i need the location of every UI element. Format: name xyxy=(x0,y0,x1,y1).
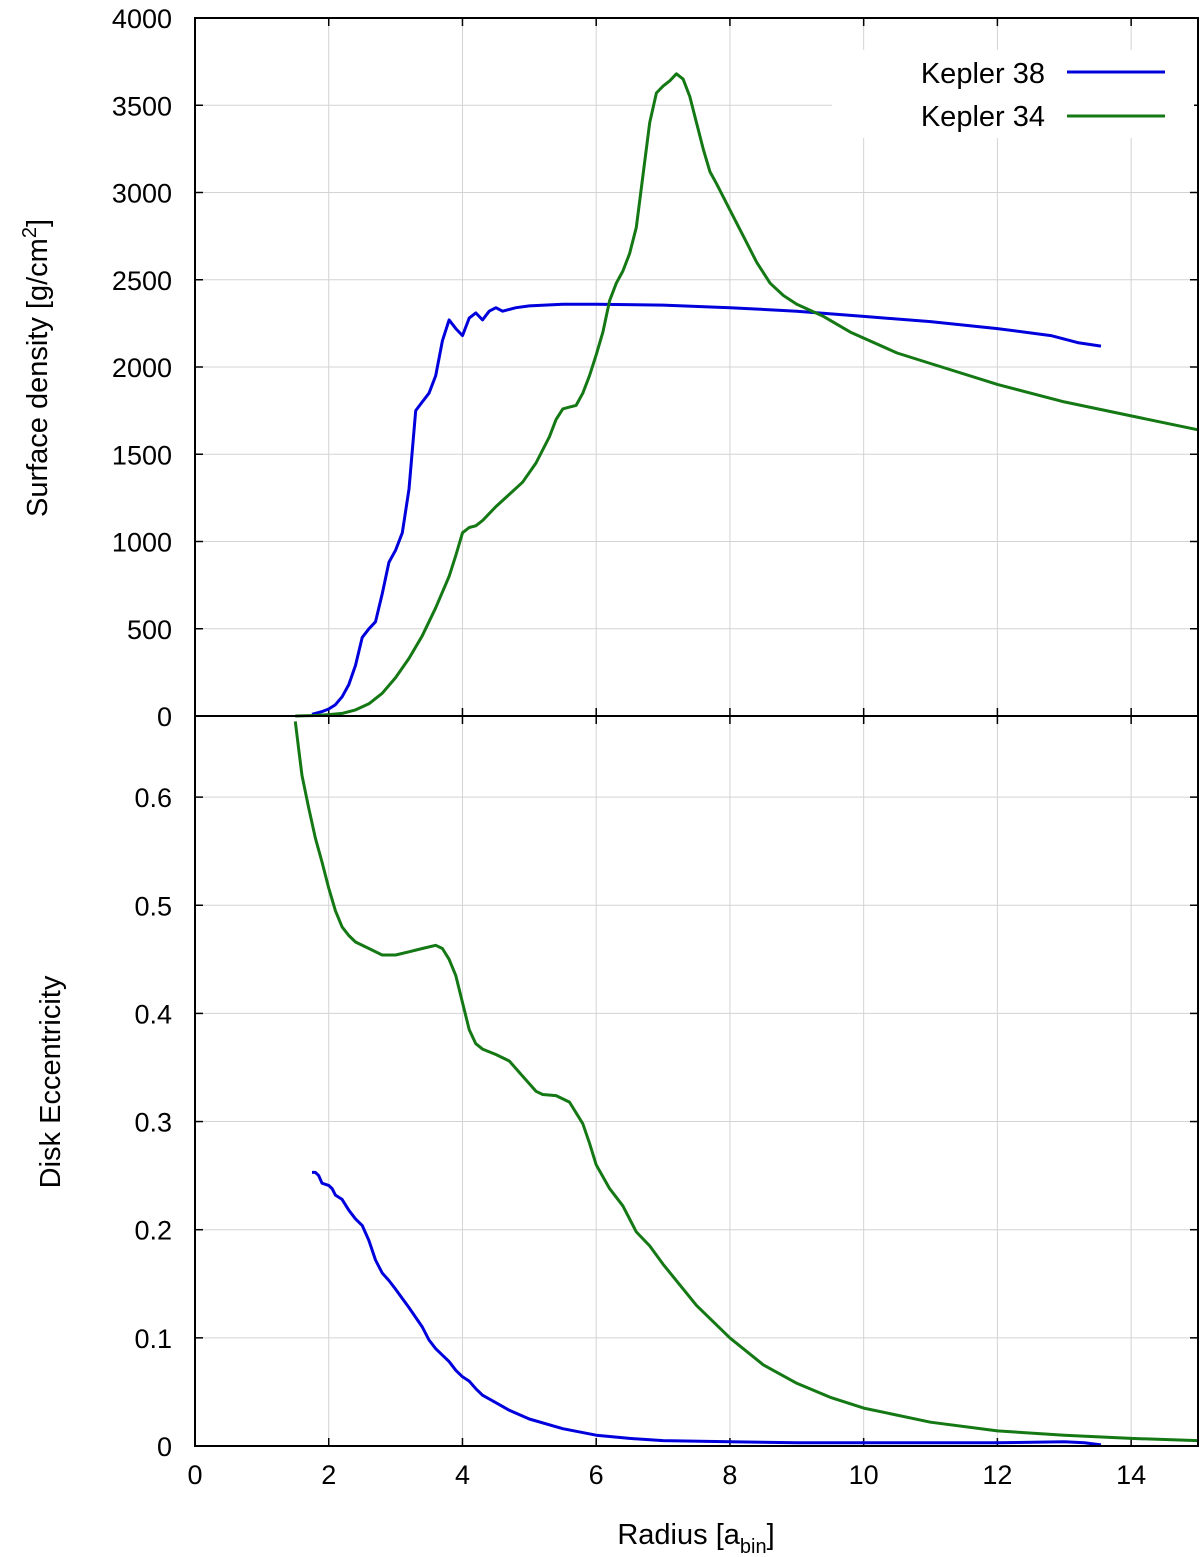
y-tick-label: 500 xyxy=(127,615,172,645)
legend-label-kepler-34: Kepler 34 xyxy=(921,101,1045,133)
x-tick-label: 10 xyxy=(849,1460,879,1490)
top-y-axis-title: Surface density [g/cm2] xyxy=(19,219,54,517)
x-tick-label: 2 xyxy=(321,1460,336,1490)
y-tick-label: 2000 xyxy=(112,353,172,383)
y-tick-label: 3500 xyxy=(112,91,172,121)
x-axis-title-main: Radius [a xyxy=(617,1519,740,1551)
bot-series-line-kepler-38 xyxy=(312,1170,1102,1447)
bot-series-line-kepler-34 xyxy=(293,721,1199,1443)
legend-label-kepler-38: Kepler 38 xyxy=(921,58,1045,90)
top-series-group xyxy=(295,72,1199,718)
y-tick-label: 1500 xyxy=(112,440,172,470)
top-series-line-kepler-38 xyxy=(311,302,1102,716)
bottom-frame xyxy=(194,715,1199,1447)
top-y-tick-labels: 0 500 1000 1500 2000 2500 3000 3500 4000 xyxy=(112,4,172,732)
x-axis-title: Radius [abin] xyxy=(617,1519,774,1557)
y-tick-label: 0 xyxy=(157,702,172,732)
y-tick-label: 0.4 xyxy=(134,999,172,1029)
y-tick-label: 0.6 xyxy=(134,783,172,813)
y-tick-label: 0 xyxy=(157,1432,172,1462)
x-axis-title-close: ] xyxy=(767,1519,775,1551)
x-tick-label: 4 xyxy=(455,1460,470,1490)
x-tick-label: 12 xyxy=(982,1460,1012,1490)
bottom-ticks xyxy=(194,716,1198,1447)
top-panel: 0 500 1000 1500 2000 2500 3000 3500 4000 Surface… xyxy=(19,4,1199,732)
x-tick-label: 6 xyxy=(589,1460,604,1490)
y-tick-label: 0.5 xyxy=(134,891,172,921)
top-y-axis-title-superscript: 2 xyxy=(19,227,41,238)
y-tick-label: 1000 xyxy=(112,528,172,558)
x-tick-label: 14 xyxy=(1116,1460,1146,1490)
bottom-panel: 0 0.1 0.2 0.3 0.4 0.5 0.6 0 2 4 6 8 10 12 14 Disk Ecc… xyxy=(35,716,1199,1557)
bottom-y-axis-title: Disk Eccentricity xyxy=(35,975,67,1188)
top-y-axis-title-main: Surface density [g/cm xyxy=(22,238,54,517)
y-tick-label: 0.1 xyxy=(134,1324,172,1354)
top-y-axis-title-close: ] xyxy=(22,219,54,227)
x-tick-label: 8 xyxy=(722,1460,737,1490)
y-tick-label: 0.3 xyxy=(134,1108,172,1138)
bottom-gridlines xyxy=(195,716,1198,1446)
y-tick-label: 3000 xyxy=(112,179,172,209)
bottom-y-tick-labels: 0 0.1 0.2 0.3 0.4 0.5 0.6 xyxy=(134,783,172,1462)
y-tick-label: 4000 xyxy=(112,4,172,34)
x-tick-labels: 0 2 4 6 8 10 12 14 xyxy=(187,1460,1146,1490)
x-tick-label: 0 xyxy=(187,1460,202,1490)
legend: Kepler 38 Kepler 34 xyxy=(832,50,1194,138)
bottom-series-group xyxy=(293,721,1199,1447)
legend-box xyxy=(832,50,1194,138)
x-axis-title-subscript: bin xyxy=(740,1536,767,1557)
y-tick-label: 0.2 xyxy=(134,1216,172,1246)
top-series-line-kepler-34 xyxy=(295,72,1199,718)
y-tick-label: 2500 xyxy=(112,266,172,296)
